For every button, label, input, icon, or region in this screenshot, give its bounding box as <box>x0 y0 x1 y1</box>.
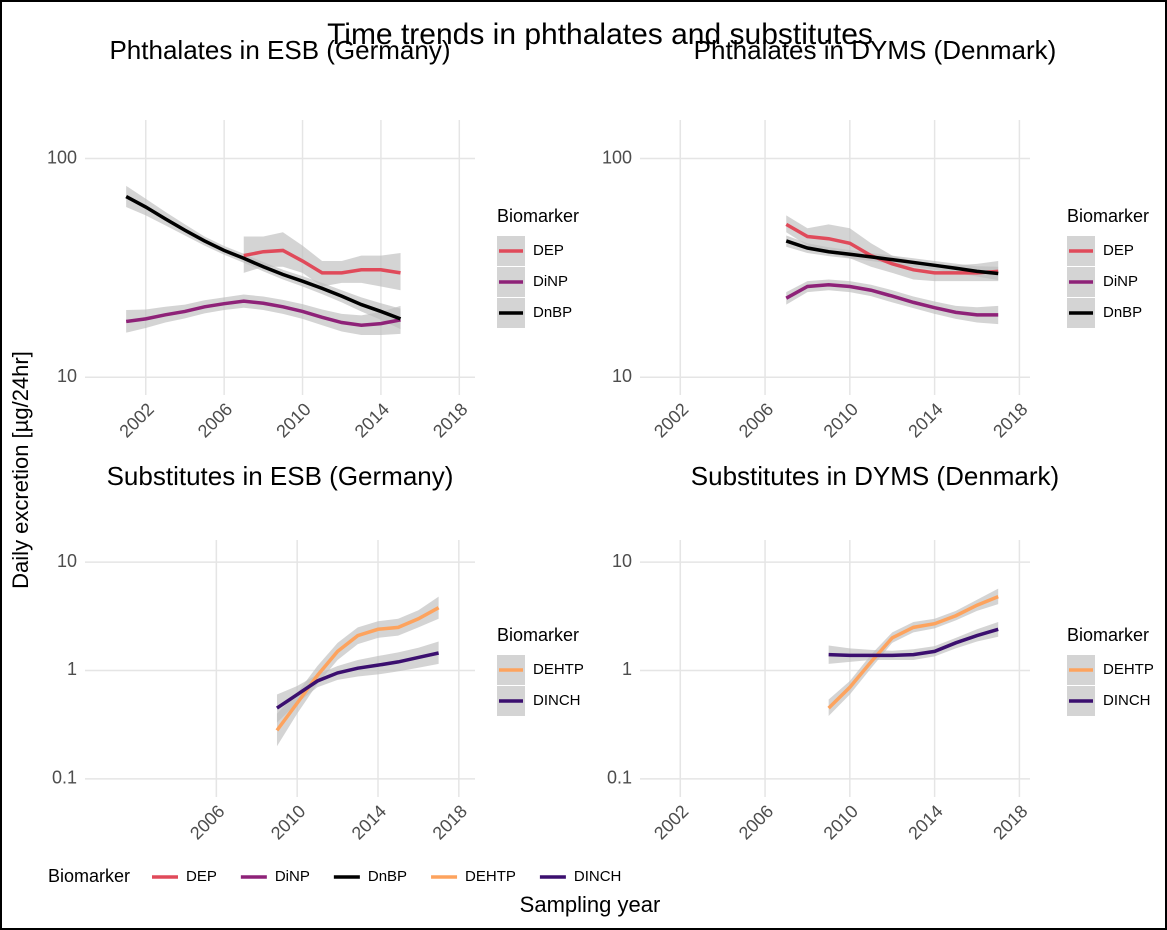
legend-label: DnBP <box>1103 304 1142 321</box>
confidence-band <box>276 596 439 747</box>
figure-title: Time trends in phthalates and substitute… <box>327 18 873 51</box>
legend-label: DiNP <box>533 273 568 290</box>
legend-label: DINCH <box>1103 692 1151 709</box>
legend-label: DEHTP <box>1103 661 1154 678</box>
confidence-band <box>786 279 999 325</box>
trend-line <box>275 606 440 732</box>
legend-label: DnBP <box>368 868 407 885</box>
trend-line <box>785 222 999 275</box>
legend-title: Biomarker <box>1067 625 1149 645</box>
legend-title: Biomarker <box>497 625 579 645</box>
legend-label: DEP <box>533 242 564 259</box>
y-tick-label: 10 <box>57 551 77 571</box>
y-tick-label: 1 <box>622 659 632 679</box>
y-tick-label: 0.1 <box>607 768 632 788</box>
legend-label: DEP <box>186 868 217 885</box>
confidence-band <box>786 215 999 282</box>
legend-title: Biomarker <box>1067 206 1149 226</box>
confidence-band <box>828 622 999 664</box>
y-tick-label: 10 <box>612 551 632 571</box>
legend-label: DiNP <box>275 868 310 885</box>
trend-line <box>125 299 401 327</box>
panel-title: Substitutes in DYMS (Denmark) <box>691 461 1059 491</box>
panel-title: Phthalates in DYMS (Denmark) <box>694 35 1057 65</box>
panel-title: Phthalates in ESB (Germany) <box>109 35 450 65</box>
trend-line <box>243 248 401 275</box>
legend-label: DEP <box>1103 242 1134 259</box>
legend-title: Biomarker <box>48 866 130 886</box>
legend-label: DEHTP <box>533 661 584 678</box>
legend-label: DINCH <box>574 868 622 885</box>
y-tick-label: 100 <box>602 147 632 167</box>
y-tick-label: 10 <box>57 366 77 386</box>
y-tick-label: 1 <box>67 659 77 679</box>
confidence-band <box>243 232 401 291</box>
y-tick-label: 0.1 <box>52 768 77 788</box>
confidence-band <box>786 235 999 281</box>
trend-line <box>827 595 999 710</box>
confidence-band <box>828 588 999 717</box>
legend-label: DINCH <box>533 692 581 709</box>
trend-line <box>785 282 999 317</box>
trend-line <box>828 627 999 658</box>
y-tick-label: 10 <box>612 366 632 386</box>
trend-line <box>275 651 440 710</box>
legend-label: DnBP <box>533 304 572 321</box>
x-axis-label: Sampling year <box>520 892 661 917</box>
legend-label: DEHTP <box>465 868 516 885</box>
y-axis-label: Daily excretion [µg/24hr] <box>8 351 33 589</box>
trend-line <box>125 195 402 321</box>
confidence-band <box>126 294 401 336</box>
legend-label: DiNP <box>1103 273 1138 290</box>
panel-title: Substitutes in ESB (Germany) <box>107 461 454 491</box>
trend-line <box>785 239 999 276</box>
y-tick-label: 100 <box>47 147 77 167</box>
legend-title: Biomarker <box>497 206 579 226</box>
